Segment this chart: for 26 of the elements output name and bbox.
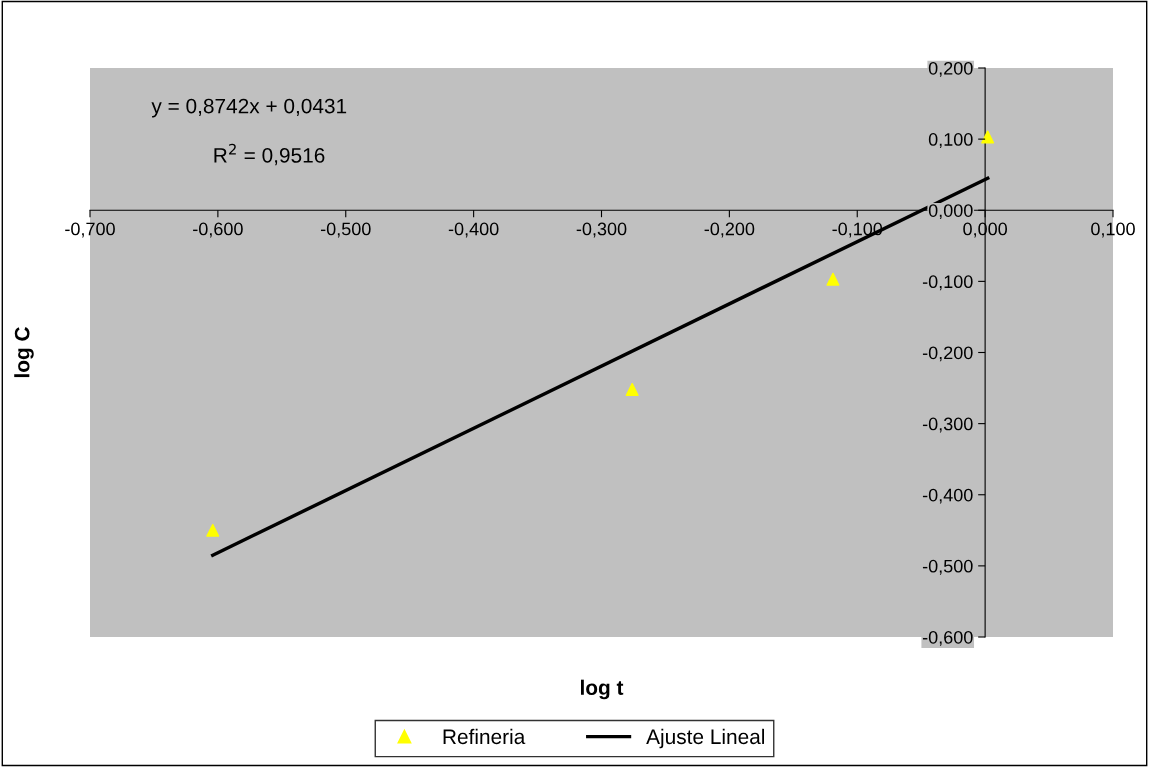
point — [981, 130, 995, 144]
x-tick-label: -0,200 — [704, 222, 755, 238]
annotation: y = 0,8742x + 0,0431 — [151, 98, 347, 118]
y-tick-label: -0,400 — [922, 488, 973, 504]
x-tick-label: -0,600 — [193, 222, 243, 238]
x-tick-label: 0,100 — [1091, 222, 1135, 238]
y-tick-label: -0,100 — [922, 275, 973, 291]
x-tick-label: -0,300 — [576, 222, 627, 238]
y-tick-label: 0,200 — [928, 61, 973, 77]
y-tick-label: -0,200 — [922, 346, 973, 362]
legend-label: Ajuste Lineal — [646, 728, 765, 749]
y-tick-label: -0,600 — [922, 630, 973, 646]
x-axis-title: log t — [580, 679, 624, 700]
x-tick-label: -0,700 — [65, 222, 115, 238]
x-tick-label: -0,400 — [448, 222, 499, 238]
x-tick-label: -0,500 — [320, 222, 371, 238]
y-tick-label: -0,500 — [922, 559, 973, 575]
y-axis-title: log C — [14, 327, 34, 378]
point — [625, 382, 639, 396]
annotation: R$^{2}$ = 0,9516 — [214, 143, 325, 166]
point — [826, 272, 840, 286]
legend-label: Refineria — [443, 728, 526, 745]
point — [206, 523, 220, 537]
y-tick-label: -0,300 — [922, 417, 973, 433]
y-tick-label: 0,100 — [928, 133, 973, 148]
y-tick-label: 0,000 — [928, 204, 973, 220]
